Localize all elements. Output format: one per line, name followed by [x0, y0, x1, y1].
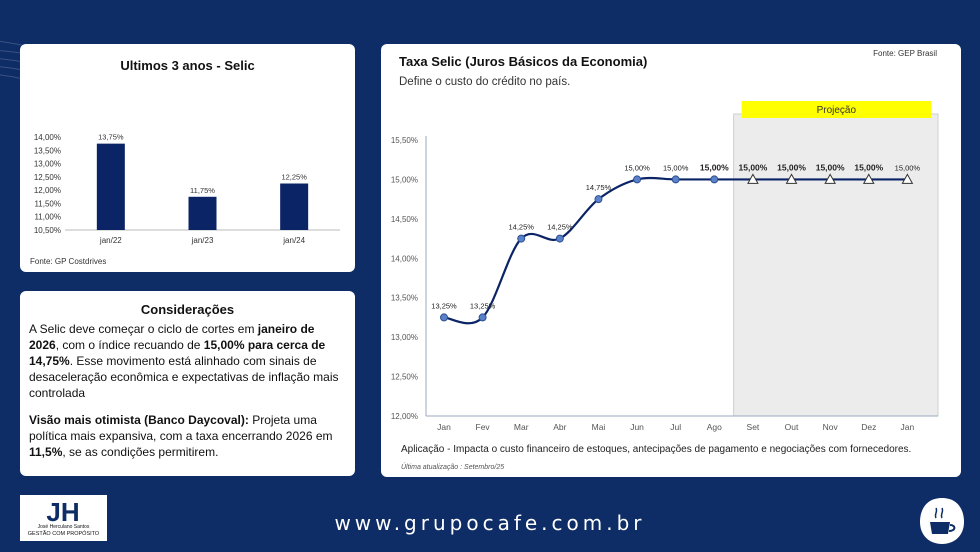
data-label: 15,00% [895, 163, 921, 172]
line-chart-title: Taxa Selic (Juros Básicos da Economia) [399, 54, 648, 69]
data-point [440, 313, 448, 322]
bar [280, 183, 309, 230]
data-point [478, 313, 487, 322]
bar-value-label: 13,75% [98, 133, 124, 142]
data-point [555, 234, 564, 243]
y-tick-label: 14,50% [391, 215, 418, 224]
data-point [633, 175, 642, 184]
x-tick-label: jan/24 [282, 236, 305, 245]
bar-value-label: 11,75% [190, 186, 215, 195]
last-update-note: Última atualização : Setembro/25 [401, 464, 505, 471]
projection-point [901, 173, 914, 184]
data-label: 13,25% [470, 301, 496, 310]
logo-monogram: JH [46, 497, 79, 525]
data-label: 15,00% [854, 162, 883, 172]
bar-value-label: 12,25% [281, 173, 307, 182]
y-tick-label: 15,00% [391, 175, 418, 184]
text-segment: , com o índice recuando de [55, 338, 204, 352]
considerations-paragraph-1: A Selic deve começar o ciclo de cortes e… [29, 321, 347, 401]
x-tick-label: Ago [707, 422, 722, 432]
data-label: 14,25% [509, 223, 535, 232]
y-tick-label: 13,00% [34, 160, 61, 169]
data-label: 15,00% [739, 162, 768, 172]
data-label: 15,00% [777, 162, 806, 172]
x-tick-label: Mai [592, 422, 606, 432]
projection-point [785, 173, 798, 184]
y-tick-label: 13,50% [391, 294, 418, 303]
y-tick-label: 15,50% [391, 136, 418, 145]
x-tick-label: Nov [823, 422, 839, 432]
considerations-paragraph-2: Visão mais otimista (Banco Daycoval): Pr… [29, 412, 347, 460]
y-tick-label: 12,50% [34, 173, 61, 182]
text-segment: Projeta uma política mais expansiva, com… [29, 413, 333, 443]
y-tick-label: 12,50% [391, 373, 418, 382]
projection-band [733, 113, 939, 417]
x-tick-label: Jul [670, 422, 681, 432]
data-point [671, 175, 680, 184]
website-url[interactable]: www.grupocafe.com.br [334, 511, 646, 535]
y-tick-label: 14,00% [34, 133, 61, 142]
x-tick-label: Dez [861, 422, 876, 432]
bar-chart: 14,00% 13,50% 13,00% 12,50% 12,00% 11,50% 11,0… [34, 133, 340, 245]
bar-chart-title: Ultimos 3 anos - Selic [120, 58, 255, 73]
x-tick-label: jan/22 [99, 236, 122, 245]
text-emphasis: Visão mais otimista (Banco Daycoval): [29, 413, 249, 427]
text-emphasis: 11,5% [29, 445, 63, 459]
x-tick-label: Jan [437, 422, 451, 432]
coffee-cup-icon [920, 498, 964, 544]
bar-chart-source: Fonte: GP Costdrives [30, 257, 107, 266]
x-tick-label: Set [747, 422, 760, 432]
projection-point [747, 173, 759, 184]
y-tick-label: 13,00% [391, 333, 418, 342]
line-chart-subtitle: Define o custo do crédito no país. [399, 76, 571, 88]
data-label: 15,00% [700, 162, 729, 172]
application-note: Aplicação - Impacta o custo financeiro d… [401, 444, 912, 455]
data-point [517, 234, 526, 243]
bar [96, 143, 125, 230]
projection-label-box [741, 101, 931, 118]
bar-chart-card: Ultimos 3 anos - Selic 14,00% 13,50% 13,00… [20, 44, 355, 272]
data-point [710, 175, 719, 184]
y-tick-label: 14,00% [391, 254, 418, 263]
text-segment: , se as condições permitirem. [62, 445, 219, 459]
considerations-card: Considerações A Selic deve começar o cic… [20, 291, 355, 476]
x-tick-label: Abr [553, 422, 566, 432]
text-segment: . Esse movimento está alinhado com sinai… [29, 354, 339, 400]
projection-point [862, 173, 875, 184]
y-tick-label: 10,50% [34, 226, 61, 235]
line-chart-source: Fonte: GEP Brasil [873, 49, 937, 58]
text-emphasis: 15,00% para cerca de 14,75% [29, 338, 326, 368]
x-tick-label: Mar [514, 422, 529, 432]
y-tick-label: 12,00% [391, 412, 418, 421]
y-tick-label: 12,00% [34, 186, 61, 195]
data-point [594, 195, 603, 204]
text-segment: A Selic deve começar o ciclo de cortes e… [29, 322, 258, 336]
line-chart-card: Taxa Selic (Juros Básicos da Economia) D… [381, 44, 961, 477]
data-label: 15,00% [624, 163, 650, 172]
considerations-body: A Selic deve começar o ciclo de cortes e… [29, 321, 347, 471]
data-label: 14,75% [586, 183, 612, 192]
y-tick-label: 11,00% [34, 213, 61, 222]
logo-tagline: GESTÃO COM PROPÓSITO [27, 531, 100, 537]
text-emphasis: janeiro de 2026 [29, 322, 315, 352]
logo-name: José Herculano Santos [37, 524, 90, 530]
x-tick-label: Jun [630, 422, 644, 432]
line-chart: Projeção 15,50% 15,00% 14,50% 14,00% 13,50% 13… [391, 101, 939, 432]
x-tick-label: Out [785, 422, 799, 432]
projection-label: Projeção [817, 105, 857, 116]
data-label: 15,00% [663, 163, 689, 172]
considerations-title: Considerações [140, 302, 235, 317]
x-tick-label: Jan [901, 422, 915, 432]
data-label: 13,25% [431, 301, 457, 310]
logo-mark-text: JH [46, 497, 79, 525]
y-tick-label: 11,50% [34, 199, 61, 208]
x-tick-label: Fev [476, 422, 491, 432]
data-label: 15,00% [816, 162, 845, 172]
bar [188, 196, 217, 230]
company-logo: JH José Herculano Santos GESTÃO COM PROP… [20, 495, 107, 541]
x-tick-label: jan/23 [191, 236, 214, 245]
y-tick-label: 13,50% [34, 146, 61, 155]
data-label: 14,25% [547, 223, 573, 232]
projection-point [824, 173, 837, 184]
